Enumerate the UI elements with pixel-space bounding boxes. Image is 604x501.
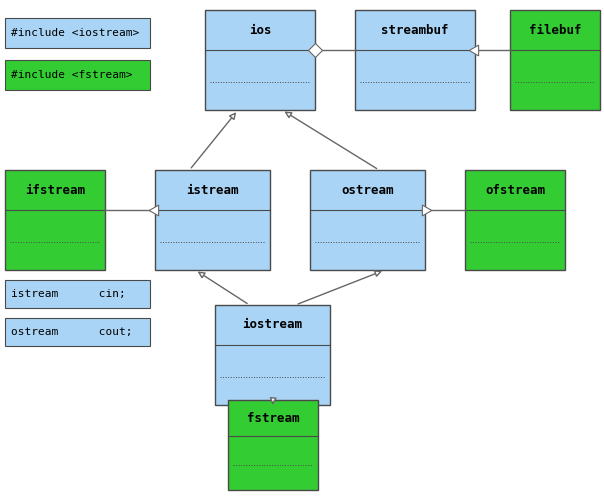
Bar xyxy=(5,170,105,270)
Text: fstream: fstream xyxy=(247,411,299,424)
Text: #include <iostream>: #include <iostream> xyxy=(11,28,140,38)
Text: ostream      cout;: ostream cout; xyxy=(11,327,132,337)
Bar xyxy=(5,280,150,308)
Bar xyxy=(205,10,315,110)
Text: #include <fstream>: #include <fstream> xyxy=(11,70,132,80)
Bar xyxy=(155,170,270,270)
Text: streambuf: streambuf xyxy=(381,24,449,37)
Bar xyxy=(510,10,600,110)
Text: iostream: iostream xyxy=(242,319,303,332)
Bar xyxy=(465,170,565,270)
Text: istream      cin;: istream cin; xyxy=(11,289,126,299)
Bar xyxy=(355,10,475,110)
Bar xyxy=(5,60,150,90)
Text: ofstream: ofstream xyxy=(485,183,545,196)
Text: ostream: ostream xyxy=(341,183,394,196)
Bar xyxy=(228,400,318,490)
Text: ifstream: ifstream xyxy=(25,183,85,196)
Bar xyxy=(5,318,150,346)
Text: ios: ios xyxy=(249,24,271,37)
Bar xyxy=(310,170,425,270)
Text: filebuf: filebuf xyxy=(528,24,581,37)
Text: istream: istream xyxy=(186,183,239,196)
Bar xyxy=(5,18,150,48)
Bar xyxy=(215,305,330,405)
